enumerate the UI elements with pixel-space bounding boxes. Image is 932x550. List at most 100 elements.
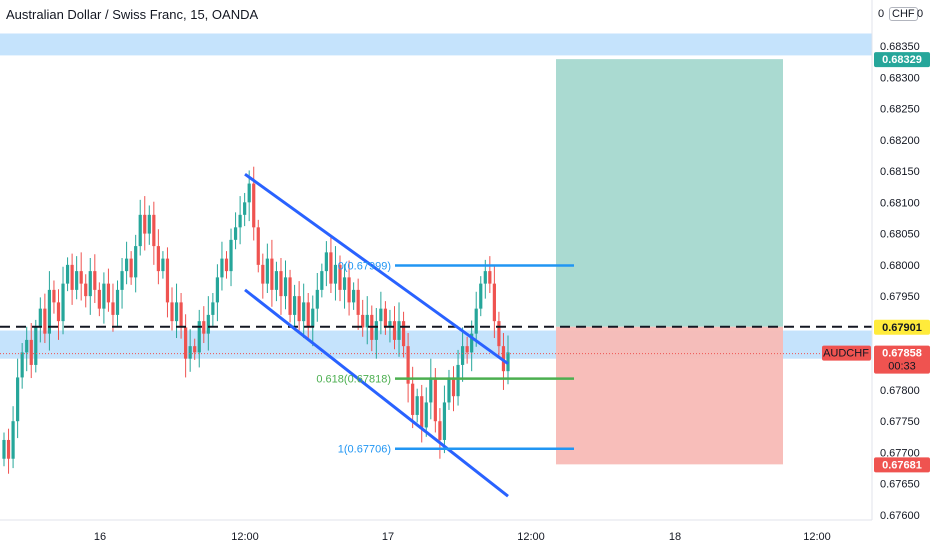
candle-body bbox=[20, 352, 24, 378]
long-position-tool[interactable] bbox=[556, 59, 783, 465]
target-zone bbox=[556, 59, 783, 327]
candle-body bbox=[352, 289, 356, 303]
candle-body bbox=[283, 277, 288, 297]
price-tag-value: 0.67681 bbox=[882, 459, 922, 471]
candle-body bbox=[174, 302, 179, 322]
chart-title: Australian Dollar / Swiss Franc, 15, OAN… bbox=[6, 7, 259, 22]
candle-body bbox=[16, 377, 20, 422]
candle-body bbox=[292, 296, 297, 315]
candle-body bbox=[129, 258, 133, 278]
countdown-label: 00:33 bbox=[888, 361, 916, 373]
drawings[interactable]: 0(0.67999) 0.618(0.67818) 1(0.67706) bbox=[0, 172, 872, 498]
candle-body bbox=[34, 327, 38, 365]
candle-body bbox=[25, 339, 29, 353]
candle-body bbox=[238, 214, 242, 228]
candle-body bbox=[211, 302, 215, 315]
candle-body bbox=[465, 346, 469, 353]
candle-body bbox=[388, 321, 392, 328]
candle-body bbox=[361, 314, 365, 328]
candle-body bbox=[401, 321, 406, 347]
y-tick-label: 0.68000 bbox=[880, 260, 920, 272]
candle-body bbox=[265, 258, 269, 284]
candle-body bbox=[315, 289, 319, 309]
symbol-tag-label: AUDCHF bbox=[823, 348, 869, 360]
candle-body bbox=[52, 289, 56, 303]
candle-body bbox=[11, 421, 15, 459]
candle-body bbox=[324, 252, 328, 272]
candle-body bbox=[38, 308, 42, 328]
candle-body bbox=[492, 283, 496, 322]
candle-body bbox=[165, 258, 170, 303]
candle-body bbox=[120, 271, 124, 290]
candle-body bbox=[29, 339, 33, 365]
x-tick-label: 12:00 bbox=[517, 531, 545, 543]
candle-body bbox=[383, 308, 388, 328]
candle-body bbox=[406, 346, 410, 384]
y-tick-label: 0.68100 bbox=[880, 197, 920, 209]
y-tick-label: 0.67750 bbox=[880, 416, 920, 428]
candle-body bbox=[115, 289, 120, 315]
candle-body bbox=[184, 327, 188, 359]
candle-body bbox=[84, 283, 88, 297]
candle-body bbox=[338, 264, 342, 290]
candle-body bbox=[415, 396, 419, 415]
currency-right: 0 bbox=[917, 8, 924, 20]
x-tick-label: 17 bbox=[382, 531, 394, 543]
y-tick-label: 0.68150 bbox=[880, 166, 920, 178]
price-tag-bg bbox=[874, 457, 930, 473]
candle-body bbox=[224, 258, 229, 272]
candle-body bbox=[429, 377, 433, 403]
candle-body bbox=[460, 346, 465, 365]
time-axis[interactable] bbox=[0, 520, 932, 550]
time-axis-ticks: 16 12:00 17 12:00 18 12:00 bbox=[94, 531, 831, 543]
candle-body bbox=[279, 271, 283, 297]
candlestick-series bbox=[2, 166, 510, 474]
candle-body bbox=[97, 289, 101, 309]
candle-body bbox=[193, 346, 197, 353]
candle-body bbox=[297, 296, 301, 322]
y-tick-label: 0.67800 bbox=[880, 385, 920, 397]
candle-body bbox=[329, 252, 333, 284]
candle-body bbox=[102, 283, 106, 309]
candle-body bbox=[47, 289, 52, 334]
candle-body bbox=[147, 214, 151, 234]
candle-body bbox=[161, 258, 165, 272]
price-tag-value: 0.68329 bbox=[882, 54, 922, 66]
candle-body bbox=[188, 346, 192, 359]
candle-body bbox=[61, 283, 65, 322]
candle-body bbox=[411, 383, 415, 415]
candle-body bbox=[320, 271, 324, 290]
x-tick-label: 12:00 bbox=[803, 531, 831, 543]
candle-body bbox=[229, 239, 233, 272]
candle-body bbox=[220, 258, 224, 278]
candle-body bbox=[43, 308, 47, 334]
candle-body bbox=[65, 264, 70, 284]
currency-left: 0 bbox=[878, 8, 885, 20]
candle-body bbox=[134, 246, 138, 278]
candle-body bbox=[497, 321, 501, 347]
candle-body bbox=[70, 264, 74, 290]
candle-body bbox=[256, 227, 260, 265]
zone-0 bbox=[0, 33, 872, 56]
candle-body bbox=[247, 183, 251, 203]
currency-button[interactable]: CHF bbox=[889, 7, 918, 21]
candle-body bbox=[424, 402, 428, 428]
candle-body bbox=[2, 439, 6, 459]
fib-label-1: 0.618(0.67818) bbox=[316, 374, 391, 386]
fib-label-2: 1(0.67706) bbox=[338, 444, 391, 456]
candle-body bbox=[288, 277, 292, 315]
candle-body bbox=[438, 421, 442, 440]
candle-body bbox=[342, 277, 347, 290]
candle-body bbox=[243, 202, 247, 215]
price-axis[interactable] bbox=[872, 0, 932, 520]
y-tick-label: 0.68250 bbox=[880, 104, 920, 116]
candle-body bbox=[506, 352, 510, 372]
candle-body bbox=[447, 377, 451, 403]
candle-body bbox=[124, 258, 129, 272]
candle-body bbox=[206, 314, 210, 334]
candle-body bbox=[451, 377, 456, 397]
candle-body bbox=[152, 214, 156, 247]
price-tag-value: 0.67858 bbox=[882, 348, 922, 360]
x-tick-label: 16 bbox=[94, 531, 106, 543]
